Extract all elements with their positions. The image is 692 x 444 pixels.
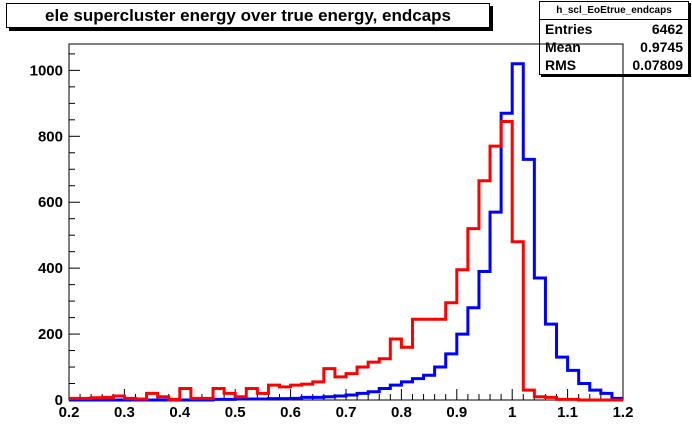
x-tick-label: 0.6 <box>280 404 301 421</box>
stats-value: 0.07809 <box>632 57 683 73</box>
stats-label: Mean <box>545 39 581 55</box>
plot-frame <box>68 43 624 401</box>
x-tick-label: 0.5 <box>225 404 246 421</box>
x-tick-label: 0.8 <box>391 404 412 421</box>
x-tick-label: 1 <box>508 404 516 421</box>
stats-row-entries: Entries 6462 <box>540 20 688 38</box>
y-tick-label: 1000 <box>30 62 63 79</box>
x-tick-label: 0.2 <box>59 404 80 421</box>
stats-row-mean: Mean 0.9745 <box>540 38 688 56</box>
stats-label: Entries <box>545 21 593 37</box>
stats-value: 6462 <box>651 21 683 37</box>
stats-row-rms: RMS 0.07809 <box>540 56 688 74</box>
histogram-series-0 <box>69 62 623 402</box>
x-tick-label: 0.3 <box>114 404 135 421</box>
chart-title: ele supercluster energy over true energy… <box>6 3 490 28</box>
x-tick-label: 1.1 <box>557 404 578 421</box>
chart-title-text: ele supercluster energy over true energy… <box>45 5 451 25</box>
stats-value: 0.9745 <box>640 39 683 55</box>
stats-histogram-name: h_scl_EoEtrue_endcaps <box>540 2 688 20</box>
y-tick-label: 400 <box>38 260 63 277</box>
y-tick-label: 800 <box>38 128 63 145</box>
x-tick-label: 0.4 <box>169 404 191 421</box>
y-tick-label: 600 <box>38 194 63 211</box>
stats-box: h_scl_EoEtrue_endcaps Entries 6462 Mean … <box>539 1 689 75</box>
stats-label: RMS <box>545 57 577 73</box>
x-tick-label: 0.7 <box>336 404 357 421</box>
x-tick-label: 1.2 <box>613 404 634 421</box>
histogram-series-1 <box>69 119 623 402</box>
x-tick-label: 0.9 <box>446 404 467 421</box>
y-tick-label: 200 <box>38 326 63 343</box>
y-tick-label: 0 <box>55 392 63 409</box>
